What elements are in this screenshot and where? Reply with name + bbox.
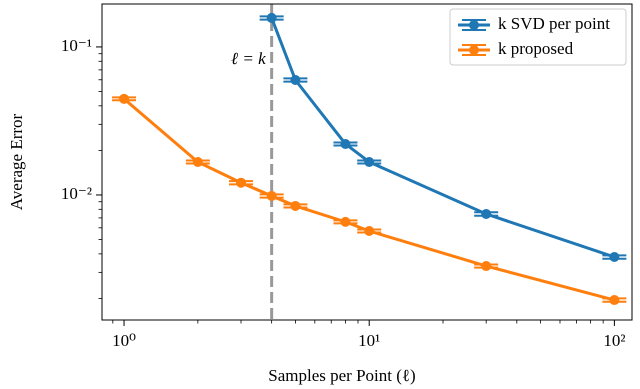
plot-frame <box>101 3 633 321</box>
data-point <box>481 261 492 272</box>
data-point <box>192 156 203 167</box>
y-tick-label: 10⁻¹ <box>61 36 92 55</box>
legend-box <box>449 8 627 66</box>
y-tick-label: 10⁻² <box>61 184 92 203</box>
data-point <box>266 190 277 201</box>
series-line <box>270 17 615 259</box>
legend-label: k proposed <box>498 39 574 58</box>
data-point <box>119 93 130 104</box>
legend-marker <box>469 45 479 55</box>
data-point <box>340 216 351 227</box>
x-tick-label: 10² <box>603 331 625 350</box>
data-point <box>290 200 301 211</box>
data-point <box>364 156 375 167</box>
x-tick-label: 10⁰ <box>112 331 136 350</box>
reference-label: ℓ = k <box>231 49 266 68</box>
data-point <box>481 208 492 219</box>
legend-label: k SVD per point <box>498 14 610 33</box>
data-point <box>364 225 375 236</box>
y-axis-label: Average Error <box>7 113 26 210</box>
data-point <box>340 138 351 149</box>
data-point <box>609 295 620 306</box>
data-point <box>266 12 277 23</box>
data-point <box>290 74 301 85</box>
series-line <box>123 97 615 302</box>
x-tick-label: 10¹ <box>358 331 380 350</box>
data-point <box>609 251 620 262</box>
data-point <box>236 177 247 188</box>
x-axis-label: Samples per Point (ℓ) <box>268 366 415 385</box>
legend-marker <box>469 20 479 30</box>
